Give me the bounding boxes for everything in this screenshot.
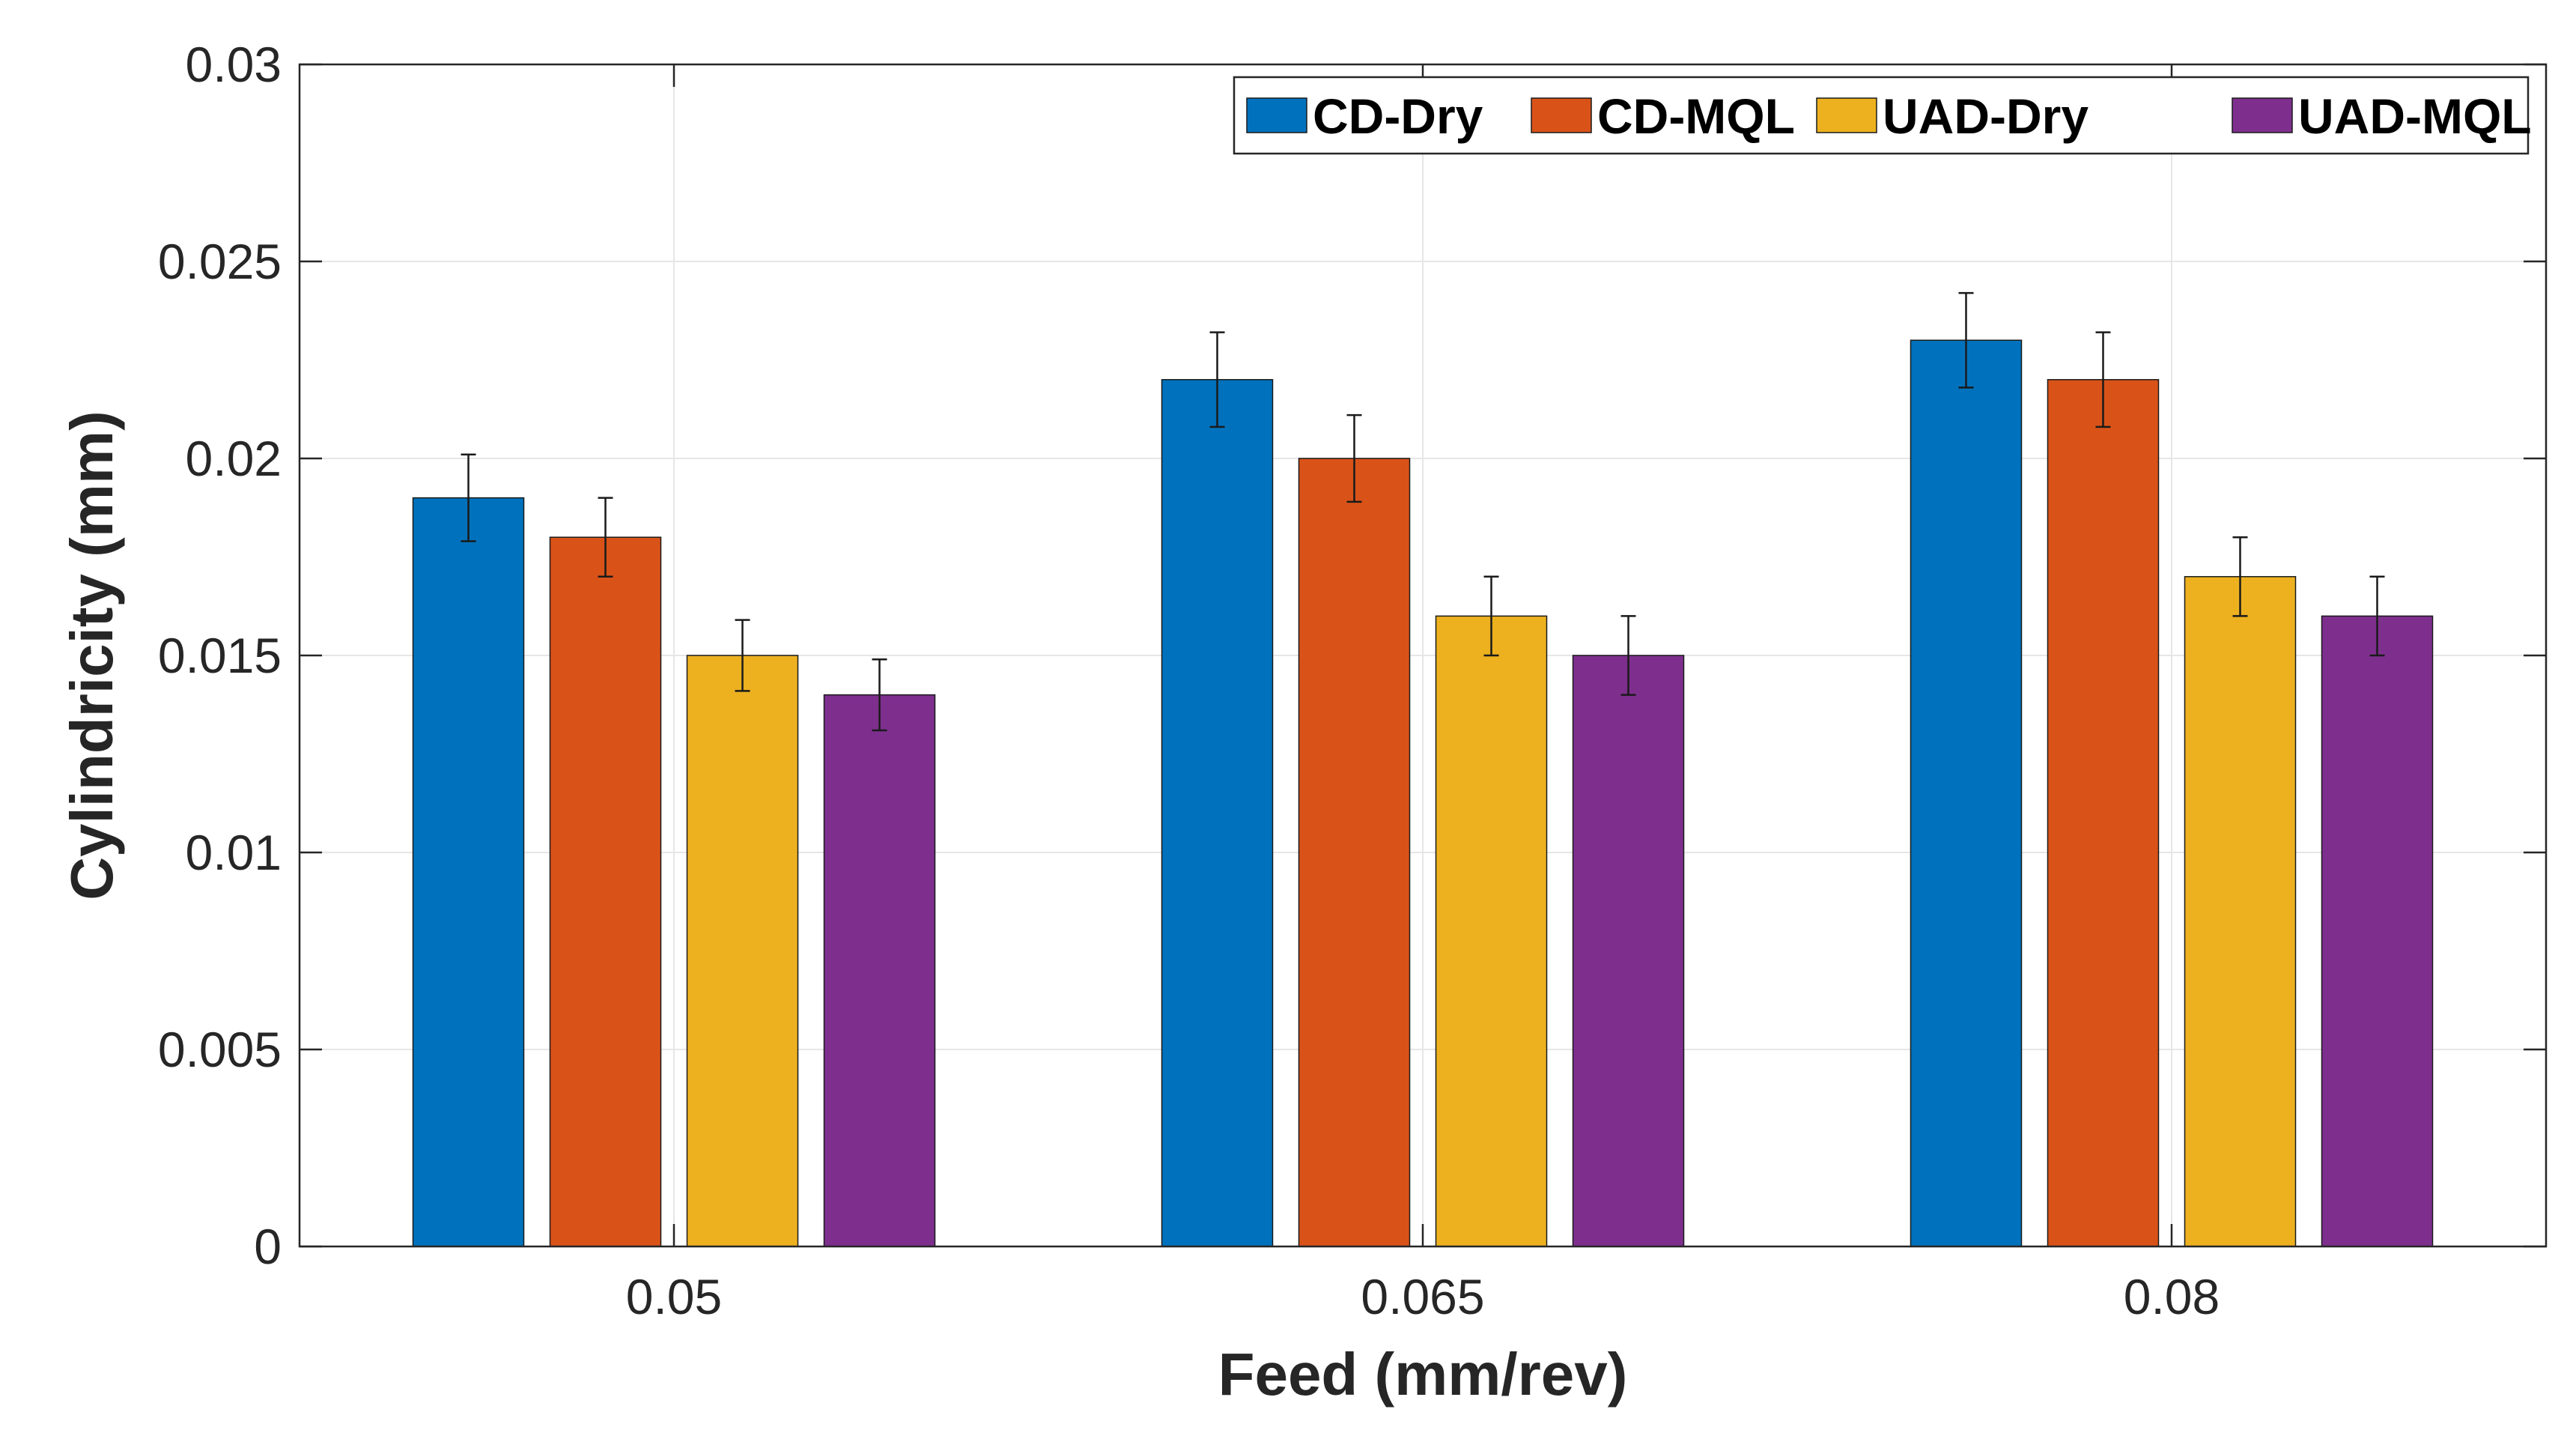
legend-swatch [1531, 97, 1592, 133]
legend-entry-cd-mql: CD-MQL [1531, 88, 1795, 144]
bar-uad-mql-0.08 [2321, 615, 2434, 1247]
y-tick-label: 0 [254, 1219, 282, 1274]
legend-swatch [1246, 97, 1307, 133]
bar-cd-mql-0.08 [2047, 379, 2160, 1247]
bar-cd-mql-0.05 [549, 536, 662, 1247]
bar-uad-dry-0.065 [1435, 615, 1548, 1247]
error-bar-uad-dry-0.08 [2232, 536, 2248, 617]
bar-cd-dry-0.065 [1161, 379, 1274, 1247]
legend-entry-uad-dry: UAD-Dry [1816, 88, 2089, 144]
legend-label: CD-MQL [1597, 88, 1795, 144]
legend-box [1233, 76, 2530, 155]
x-tick-label: 0.08 [2124, 1269, 2220, 1324]
bar-cd-dry-0.08 [1910, 339, 2023, 1247]
bar-cd-mql-0.065 [1298, 458, 1411, 1247]
error-bar-cd-dry-0.08 [1958, 291, 1974, 389]
error-bar-cd-mql-0.065 [1346, 413, 1362, 503]
y-axis-title: Cylindricity (mm) [58, 410, 125, 900]
legend-swatch [2232, 97, 2293, 133]
legend-entry-cd-dry: CD-Dry [1246, 88, 1483, 144]
bars [412, 339, 2434, 1247]
y-tick-label: 0.02 [186, 431, 282, 486]
error-bar-cd-mql-0.08 [2095, 331, 2111, 428]
y-tick-label: 0.015 [158, 628, 282, 683]
error-bar-uad-dry-0.065 [1483, 575, 1499, 657]
bar-uad-mql-0.05 [823, 694, 936, 1247]
legend-label: UAD-MQL [2298, 88, 2532, 144]
grid-lines [300, 64, 2546, 1246]
y-tick-label: 0.005 [158, 1022, 282, 1077]
legend-entry-uad-mql: UAD-MQL [2232, 88, 2532, 144]
error-bar-uad-mql-0.05 [872, 658, 887, 732]
y-tick-label: 0.025 [158, 234, 282, 289]
legend-label: CD-Dry [1313, 88, 1483, 144]
x-tick-label: 0.065 [1361, 1269, 1484, 1324]
error-bar-cd-mql-0.05 [598, 497, 613, 578]
legend-swatch [1816, 97, 1877, 133]
error-bar-uad-mql-0.065 [1620, 615, 1636, 696]
axis-ticks: 0 0.005 0.01 0.015 0.02 0.025 0.03 0.05 0.065 0.0… [158, 37, 2546, 1324]
y-tick-label: 0.01 [186, 825, 282, 880]
legend-label: UAD-Dry [1883, 88, 2089, 144]
x-tick-label: 0.05 [626, 1269, 722, 1324]
error-bar-cd-dry-0.065 [1209, 331, 1225, 428]
error-bars [461, 291, 2385, 732]
legend: CD-Dry CD-MQL UAD-Dry UAD-MQL [1233, 76, 2532, 155]
bar-uad-dry-0.05 [686, 655, 799, 1247]
bar-uad-dry-0.08 [2184, 576, 2297, 1247]
bar-cd-dry-0.05 [412, 497, 525, 1247]
error-bar-uad-mql-0.08 [2369, 575, 2385, 657]
error-bar-uad-dry-0.05 [735, 619, 750, 692]
y-tick-label: 0.03 [186, 37, 282, 92]
x-axis-title: Feed (mm/rev) [1218, 1341, 1628, 1408]
bar-uad-mql-0.065 [1572, 655, 1685, 1247]
error-bar-cd-dry-0.05 [461, 453, 476, 542]
